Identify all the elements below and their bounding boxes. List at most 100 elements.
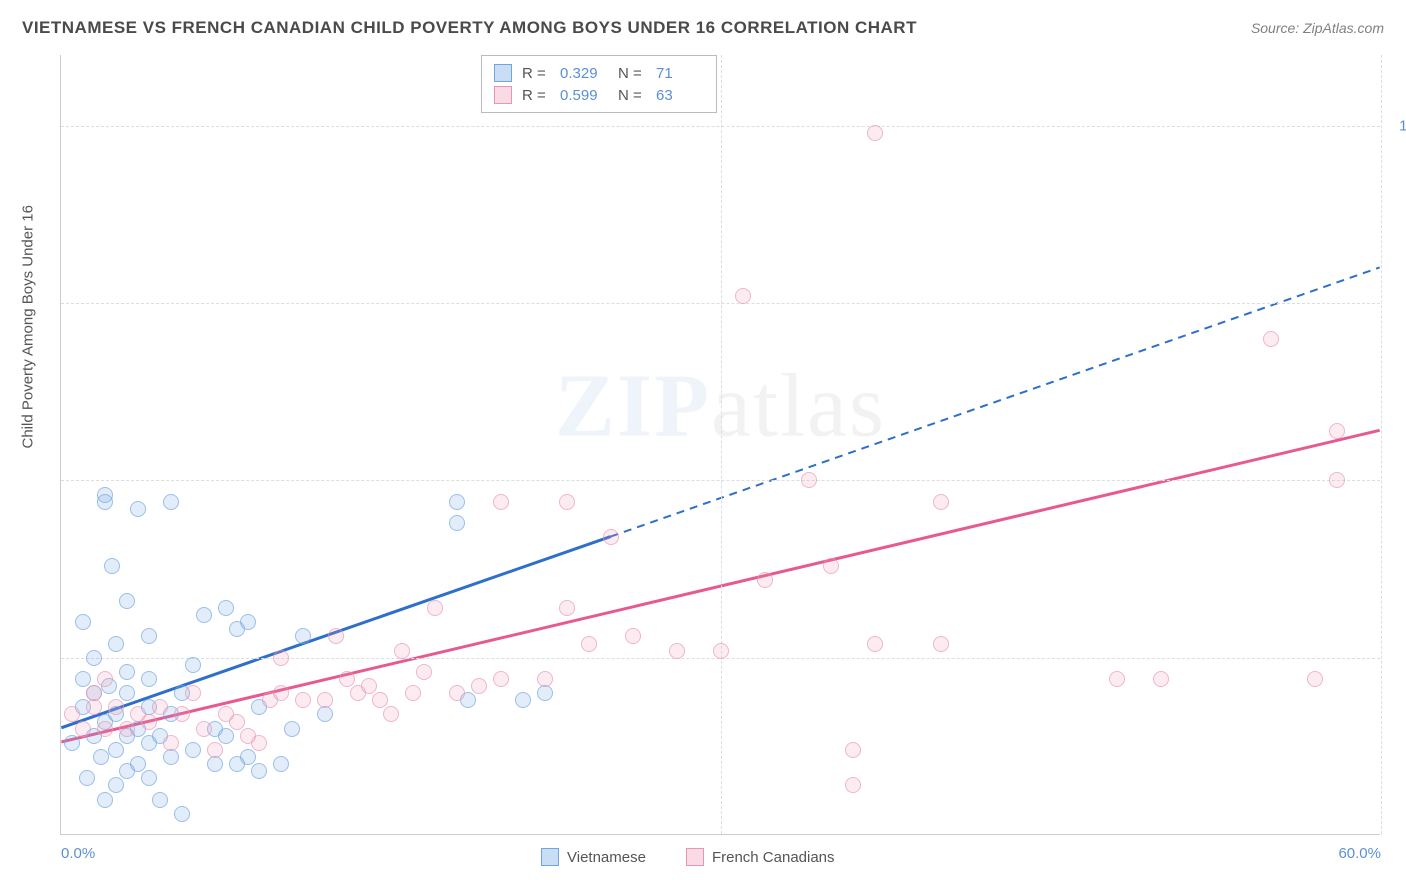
data-point bbox=[196, 607, 212, 623]
data-point bbox=[108, 742, 124, 758]
source-attribution: Source: ZipAtlas.com bbox=[1251, 20, 1384, 36]
data-point bbox=[471, 678, 487, 694]
data-point bbox=[207, 742, 223, 758]
y-tick-label: 25.0% bbox=[1390, 649, 1406, 666]
swatch-icon bbox=[541, 848, 559, 866]
r-value: 0.599 bbox=[560, 87, 608, 104]
data-point bbox=[372, 692, 388, 708]
data-point bbox=[130, 501, 146, 517]
r-label: R = bbox=[522, 65, 550, 82]
data-point bbox=[185, 742, 201, 758]
data-point bbox=[1329, 472, 1345, 488]
data-point bbox=[163, 749, 179, 765]
data-point bbox=[427, 600, 443, 616]
y-axis-title: Child Poverty Among Boys Under 16 bbox=[20, 205, 37, 448]
data-point bbox=[1263, 331, 1279, 347]
data-point bbox=[108, 699, 124, 715]
r-label: R = bbox=[522, 87, 550, 104]
x-tick-label: 0.0% bbox=[61, 845, 95, 862]
data-point bbox=[735, 288, 751, 304]
chart-title: VIETNAMESE VS FRENCH CANADIAN CHILD POVE… bbox=[22, 18, 917, 38]
data-point bbox=[152, 699, 168, 715]
data-point bbox=[537, 671, 553, 687]
watermark-sub: atlas bbox=[711, 356, 886, 455]
data-point bbox=[273, 685, 289, 701]
data-point bbox=[229, 714, 245, 730]
x-tick-label: 60.0% bbox=[1338, 845, 1381, 862]
series-legend: Vietnamese French Canadians bbox=[541, 848, 835, 866]
data-point bbox=[273, 756, 289, 772]
n-value: 71 bbox=[656, 65, 704, 82]
data-point bbox=[295, 692, 311, 708]
legend-row-vietnamese: R = 0.329 N = 71 bbox=[494, 62, 704, 84]
gridline-v bbox=[721, 55, 722, 834]
data-point bbox=[603, 529, 619, 545]
legend-label: French Canadians bbox=[712, 849, 835, 866]
data-point bbox=[196, 721, 212, 737]
data-point bbox=[119, 593, 135, 609]
y-tick-label: 75.0% bbox=[1390, 295, 1406, 312]
data-point bbox=[493, 494, 509, 510]
data-point bbox=[240, 749, 256, 765]
data-point bbox=[108, 777, 124, 793]
r-value: 0.329 bbox=[560, 65, 608, 82]
gridline-v bbox=[1381, 55, 1382, 834]
data-point bbox=[97, 487, 113, 503]
data-point bbox=[537, 685, 553, 701]
data-point bbox=[394, 643, 410, 659]
data-point bbox=[339, 671, 355, 687]
data-point bbox=[416, 664, 432, 680]
data-point bbox=[152, 792, 168, 808]
data-point bbox=[75, 614, 91, 630]
data-point bbox=[933, 494, 949, 510]
data-point bbox=[713, 643, 729, 659]
data-point bbox=[515, 692, 531, 708]
data-point bbox=[383, 706, 399, 722]
data-point bbox=[119, 721, 135, 737]
data-point bbox=[845, 777, 861, 793]
watermark-main: ZIP bbox=[555, 356, 711, 455]
data-point bbox=[823, 558, 839, 574]
data-point bbox=[801, 472, 817, 488]
data-point bbox=[207, 756, 223, 772]
data-point bbox=[86, 650, 102, 666]
data-point bbox=[581, 636, 597, 652]
data-point bbox=[141, 671, 157, 687]
chart-plot-area: ZIPatlas R = 0.329 N = 71 R = 0.599 N = … bbox=[60, 55, 1380, 835]
data-point bbox=[86, 699, 102, 715]
data-point bbox=[75, 721, 91, 737]
data-point bbox=[104, 558, 120, 574]
data-point bbox=[1153, 671, 1169, 687]
legend-row-french-canadian: R = 0.599 N = 63 bbox=[494, 84, 704, 106]
data-point bbox=[64, 735, 80, 751]
data-point bbox=[1329, 423, 1345, 439]
data-point bbox=[218, 728, 234, 744]
data-point bbox=[449, 685, 465, 701]
data-point bbox=[1109, 671, 1125, 687]
data-point bbox=[97, 671, 113, 687]
data-point bbox=[757, 572, 773, 588]
data-point bbox=[163, 494, 179, 510]
n-value: 63 bbox=[656, 87, 704, 104]
data-point bbox=[273, 650, 289, 666]
data-point bbox=[669, 643, 685, 659]
data-point bbox=[130, 756, 146, 772]
data-point bbox=[119, 664, 135, 680]
legend-item-vietnamese: Vietnamese bbox=[541, 848, 646, 866]
swatch-icon bbox=[494, 86, 512, 104]
n-label: N = bbox=[618, 65, 646, 82]
source-prefix: Source: bbox=[1251, 20, 1303, 36]
data-point bbox=[1307, 671, 1323, 687]
data-point bbox=[493, 671, 509, 687]
data-point bbox=[93, 749, 109, 765]
data-point bbox=[240, 614, 256, 630]
y-tick-label: 100.0% bbox=[1390, 117, 1406, 134]
data-point bbox=[317, 706, 333, 722]
swatch-icon bbox=[686, 848, 704, 866]
data-point bbox=[361, 678, 377, 694]
swatch-icon bbox=[494, 64, 512, 82]
data-point bbox=[625, 628, 641, 644]
data-point bbox=[163, 735, 179, 751]
data-point bbox=[845, 742, 861, 758]
data-point bbox=[867, 125, 883, 141]
